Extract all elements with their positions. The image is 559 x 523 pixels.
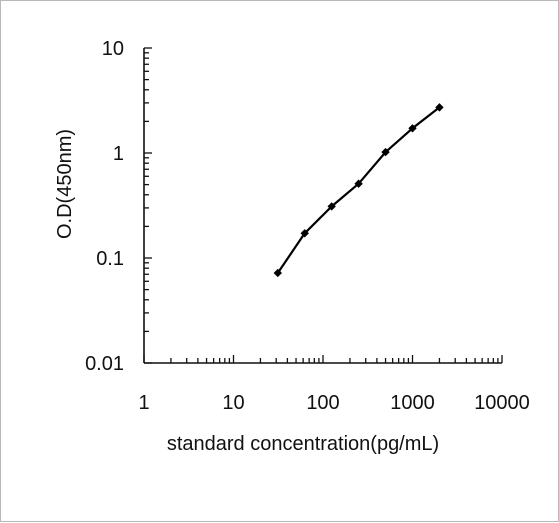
chart-series <box>273 103 444 278</box>
y-tick-label: 1 <box>113 143 124 165</box>
chart-axes <box>143 47 503 364</box>
x-tick-label: 10000 <box>474 392 530 414</box>
x-tick-label: 1 <box>138 392 149 414</box>
y-axis-label: O.D(450nm) <box>54 129 76 239</box>
y-tick-label: 0.01 <box>85 353 124 375</box>
data-point <box>300 229 309 238</box>
data-point <box>435 103 444 112</box>
y-tick-label: 0.1 <box>96 248 124 270</box>
data-point <box>381 147 390 157</box>
tick-labels: 1 10 100 1000 10000 0.01 0.1 1 10 <box>85 38 530 414</box>
x-tick-label: 1000 <box>390 392 435 414</box>
x-axis-label: standard concentration(pg/mL) <box>167 433 439 455</box>
data-point <box>408 124 417 133</box>
data-point <box>327 202 336 211</box>
x-tick-label: 10 <box>222 392 244 414</box>
series-line <box>276 106 441 274</box>
x-tick-label: 100 <box>306 392 339 414</box>
y-tick-label: 10 <box>102 38 124 60</box>
data-point <box>354 179 363 188</box>
data-point <box>273 268 282 278</box>
